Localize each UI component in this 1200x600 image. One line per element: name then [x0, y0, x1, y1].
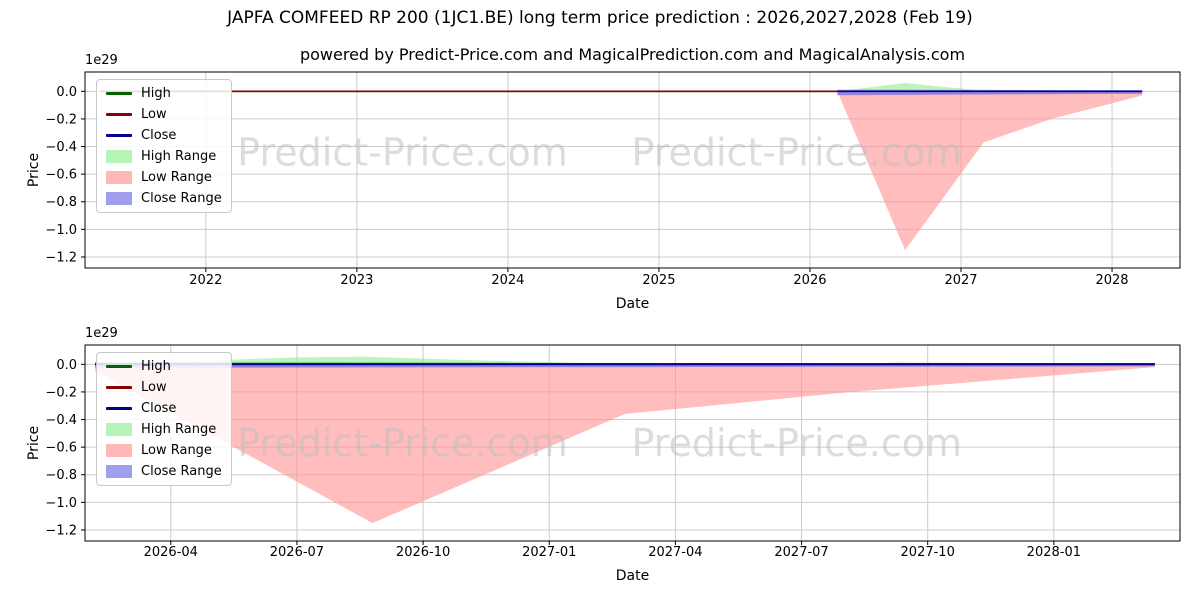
x-axis-label: Date	[616, 568, 649, 584]
legend-label-high-range: High Range	[141, 422, 217, 437]
y-tick-label: −0.8	[45, 468, 77, 483]
bottom-price-chart: Predict-Price.com Predict-Price.com2026-0…	[26, 326, 1181, 584]
legend-swatch-low	[106, 386, 132, 389]
legend-item-low-range: Low Range	[106, 442, 222, 459]
x-tick-label: 2027-10	[901, 545, 955, 560]
y-tick-label: −0.6	[45, 168, 77, 183]
plot-border	[84, 344, 1181, 542]
x-tick-label: 2027-01	[522, 545, 576, 560]
legend-label-close-range: Close Range	[141, 191, 222, 206]
legend-label-low: Low	[141, 380, 167, 395]
legend-item-high: High	[106, 358, 222, 375]
legend-swatch-high	[106, 92, 132, 95]
watermarks: Predict-Price.com Predict-Price.com	[237, 421, 962, 465]
legend-top-chart: High Low Close High Range Low Range Close Ran…	[96, 79, 232, 213]
y-tick-label: −0.2	[45, 385, 77, 400]
axes: 2026-04 2026-07 2026-10 2027-01 2027-04 2027-…	[45, 358, 1081, 560]
plot-border	[84, 71, 1181, 269]
legend-label-high: High	[141, 359, 171, 374]
figure-subtitle: powered by Predict-Price.com and Magical…	[299, 45, 966, 64]
legend-swatch-low-range	[106, 171, 132, 184]
y-axis-label: Price	[26, 153, 42, 187]
x-axis-label: Date	[616, 296, 649, 312]
y-axis-offset-text: 1e29	[85, 53, 118, 68]
legend-label-close: Close	[141, 128, 177, 143]
axes: 2022 2023 2024 2025 2026 2027 2028 0.0 −0.2 −0.4 −…	[45, 85, 1128, 288]
legend-item-high-range: High Range	[106, 148, 222, 165]
y-tick-label: −0.4	[45, 140, 77, 155]
x-tick-label: 2024	[491, 273, 524, 288]
legend-label-high: High	[141, 86, 171, 101]
y-axis-offset-text: 1e29	[85, 326, 118, 341]
band-low-range	[95, 364, 1155, 524]
legend-item-close: Close	[106, 400, 222, 417]
x-tick-label: 2027-04	[648, 545, 702, 560]
x-tick-label: 2025	[642, 273, 675, 288]
legend-swatch-low	[106, 113, 132, 116]
x-tick-label: 2023	[340, 273, 373, 288]
y-tick-label: −0.6	[45, 441, 77, 456]
legend-item-close-range: Close Range	[106, 463, 222, 480]
x-tick-label: 2027-07	[774, 545, 828, 560]
watermarks: Predict-Price.com Predict-Price.com	[237, 130, 962, 174]
x-tick-label: 2027	[944, 273, 977, 288]
y-tick-label: −0.4	[45, 413, 77, 428]
legend-label-low-range: Low Range	[141, 170, 212, 185]
y-tick-label: 0.0	[56, 85, 77, 100]
y-tick-label: 0.0	[56, 358, 77, 373]
y-tick-label: −1.2	[45, 523, 77, 538]
y-tick-label: −1.0	[45, 496, 77, 511]
x-tick-label: 2026-07	[270, 545, 324, 560]
legend-label-close: Close	[141, 401, 177, 416]
figure-title: JAPFA COMFEED RP 200 (1JC1.BE) long term…	[227, 8, 973, 28]
legend-item-low: Low	[106, 106, 222, 123]
legend-item-high: High	[106, 85, 222, 102]
legend-swatch-high-range	[106, 150, 132, 163]
y-tick-label: −1.2	[45, 250, 77, 265]
band-high-range	[837, 83, 1143, 92]
x-tick-label: 2028	[1095, 273, 1128, 288]
watermark-text: Predict-Price.com	[237, 130, 568, 174]
band-low-range	[837, 91, 1143, 251]
legend-bottom-chart: High Low Close High Range Low Range Close Ran…	[96, 352, 232, 486]
watermark-text: Predict-Price.com	[237, 421, 568, 465]
legend-swatch-close	[106, 134, 132, 137]
legend-swatch-high-range	[106, 423, 132, 436]
legend-swatch-close-range	[106, 465, 132, 478]
x-tick-label: 2022	[189, 273, 222, 288]
legend-swatch-close-range	[106, 192, 132, 205]
y-axis-label: Price	[26, 426, 42, 460]
y-tick-label: −0.2	[45, 112, 77, 127]
legend-item-high-range: High Range	[106, 421, 222, 438]
y-tick-label: −0.8	[45, 195, 77, 210]
x-tick-label: 2026	[793, 273, 826, 288]
x-tick-label: 2028-01	[1027, 545, 1081, 560]
legend-item-low: Low	[106, 379, 222, 396]
legend-label-low: Low	[141, 107, 167, 122]
legend-label-low-range: Low Range	[141, 443, 212, 458]
legend-item-close-range: Close Range	[106, 190, 222, 207]
legend-label-close-range: Close Range	[141, 464, 222, 479]
legend-item-close: Close	[106, 127, 222, 144]
legend-item-low-range: Low Range	[106, 169, 222, 186]
legend-swatch-low-range	[106, 444, 132, 457]
watermark-text: Predict-Price.com	[632, 130, 963, 174]
legend-swatch-high	[106, 365, 132, 368]
legend-label-high-range: High Range	[141, 149, 217, 164]
legend-swatch-close	[106, 407, 132, 410]
grid	[85, 72, 1180, 268]
watermark-text: Predict-Price.com	[632, 421, 963, 465]
y-tick-label: −1.0	[45, 223, 77, 238]
series-lines	[95, 362, 1155, 366]
band-high-range	[95, 356, 1155, 365]
x-tick-label: 2026-04	[144, 545, 198, 560]
x-tick-label: 2026-10	[396, 545, 450, 560]
